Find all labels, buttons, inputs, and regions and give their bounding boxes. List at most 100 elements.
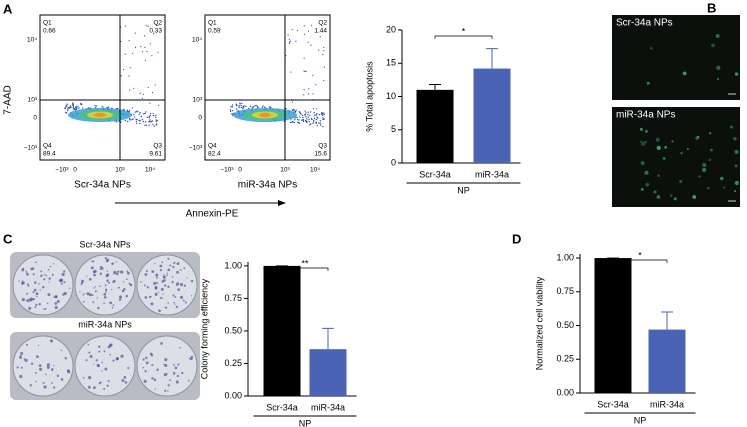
event-dot bbox=[319, 120, 322, 122]
quadrant-name: Q3 bbox=[153, 143, 162, 150]
event-dot bbox=[75, 105, 77, 108]
cell-spot bbox=[650, 47, 653, 50]
colony bbox=[106, 279, 109, 282]
image-label: miR-34a NPs bbox=[78, 319, 132, 329]
event-dot bbox=[134, 111, 137, 113]
x-tick-label: Scr-34a bbox=[597, 399, 629, 409]
significance-bracket bbox=[434, 35, 493, 39]
colony bbox=[164, 363, 168, 368]
event-dot bbox=[313, 117, 316, 120]
well bbox=[74, 335, 136, 397]
event-dot bbox=[319, 122, 321, 124]
colony bbox=[62, 293, 65, 296]
quadrant-name: Q1 bbox=[208, 20, 217, 27]
event-dot bbox=[141, 50, 144, 53]
event-dot bbox=[298, 119, 300, 121]
event-dot bbox=[304, 119, 307, 122]
event-dot bbox=[242, 108, 244, 110]
y-tick-label: 1.00 bbox=[556, 252, 574, 262]
colony bbox=[179, 346, 181, 349]
event-dot bbox=[231, 109, 234, 112]
colony bbox=[144, 273, 148, 276]
y-tick-label: 10 bbox=[386, 91, 396, 101]
event-dot bbox=[310, 111, 312, 113]
colony bbox=[190, 357, 193, 361]
colony bbox=[101, 370, 103, 372]
event-dot bbox=[144, 46, 146, 48]
colony bbox=[159, 296, 162, 299]
colony bbox=[104, 257, 107, 260]
colony bbox=[98, 345, 101, 348]
colony bbox=[161, 261, 164, 264]
well bbox=[12, 254, 74, 316]
colony bbox=[111, 288, 113, 291]
colony bbox=[166, 274, 168, 277]
event-dot bbox=[126, 109, 129, 112]
event-dot bbox=[303, 25, 305, 27]
event-dot bbox=[140, 45, 142, 48]
colony bbox=[163, 279, 166, 282]
event-dot bbox=[312, 119, 315, 122]
cell-spot bbox=[679, 180, 683, 184]
colony bbox=[46, 365, 50, 369]
colony bbox=[33, 288, 37, 292]
event-dot bbox=[69, 106, 71, 109]
panel-letter: B bbox=[707, 0, 716, 15]
colony bbox=[115, 357, 119, 360]
colony bbox=[86, 275, 88, 277]
colony bbox=[151, 377, 154, 380]
colony bbox=[172, 294, 175, 297]
event-dot bbox=[149, 43, 152, 45]
colony bbox=[143, 284, 146, 287]
cell-spot bbox=[716, 65, 721, 70]
event-dot bbox=[307, 93, 310, 95]
plot-title: Scr-34a NPs bbox=[74, 180, 131, 191]
event-dot bbox=[153, 32, 155, 35]
colony bbox=[190, 279, 194, 283]
event-dot bbox=[107, 106, 110, 108]
colony bbox=[114, 280, 116, 282]
event-dot bbox=[308, 118, 310, 121]
event-dot bbox=[69, 105, 72, 107]
colony bbox=[88, 293, 92, 297]
colony bbox=[91, 260, 94, 263]
event-dot bbox=[238, 105, 240, 107]
error-bar bbox=[486, 48, 498, 69]
colony bbox=[60, 282, 63, 285]
colony bbox=[20, 366, 23, 369]
event-dot bbox=[310, 44, 312, 46]
colony bbox=[21, 297, 25, 302]
event-dot bbox=[116, 107, 119, 110]
cell-spot bbox=[682, 71, 687, 76]
colony bbox=[35, 380, 37, 383]
colony bbox=[98, 350, 101, 353]
event-dot bbox=[139, 92, 141, 94]
colony bbox=[117, 270, 120, 273]
event-dot bbox=[302, 120, 305, 123]
colony bbox=[167, 285, 170, 288]
event-dot bbox=[153, 125, 155, 127]
colony bbox=[121, 379, 125, 382]
colony bbox=[105, 291, 108, 293]
event-dot bbox=[288, 42, 290, 45]
event-dot bbox=[315, 108, 318, 110]
event-dot bbox=[261, 106, 263, 108]
event-dot bbox=[323, 50, 325, 52]
micrograph bbox=[612, 15, 740, 100]
cell-spot bbox=[656, 145, 661, 150]
event-dot bbox=[65, 112, 68, 114]
colony bbox=[172, 371, 176, 375]
event-dot bbox=[80, 103, 82, 105]
colony bbox=[140, 281, 142, 283]
x-tick-label: miR-34a bbox=[650, 399, 684, 409]
event-dot bbox=[155, 119, 157, 121]
event-dot bbox=[87, 107, 90, 109]
colony bbox=[55, 295, 58, 299]
event-dot bbox=[323, 79, 325, 82]
event-dot bbox=[319, 36, 321, 38]
y-axis-label: Normalized cell viability bbox=[534, 276, 544, 370]
event-dot bbox=[82, 107, 84, 109]
x-tick-label: −10³ bbox=[220, 167, 234, 174]
colony bbox=[153, 281, 157, 285]
event-dot bbox=[144, 124, 146, 127]
